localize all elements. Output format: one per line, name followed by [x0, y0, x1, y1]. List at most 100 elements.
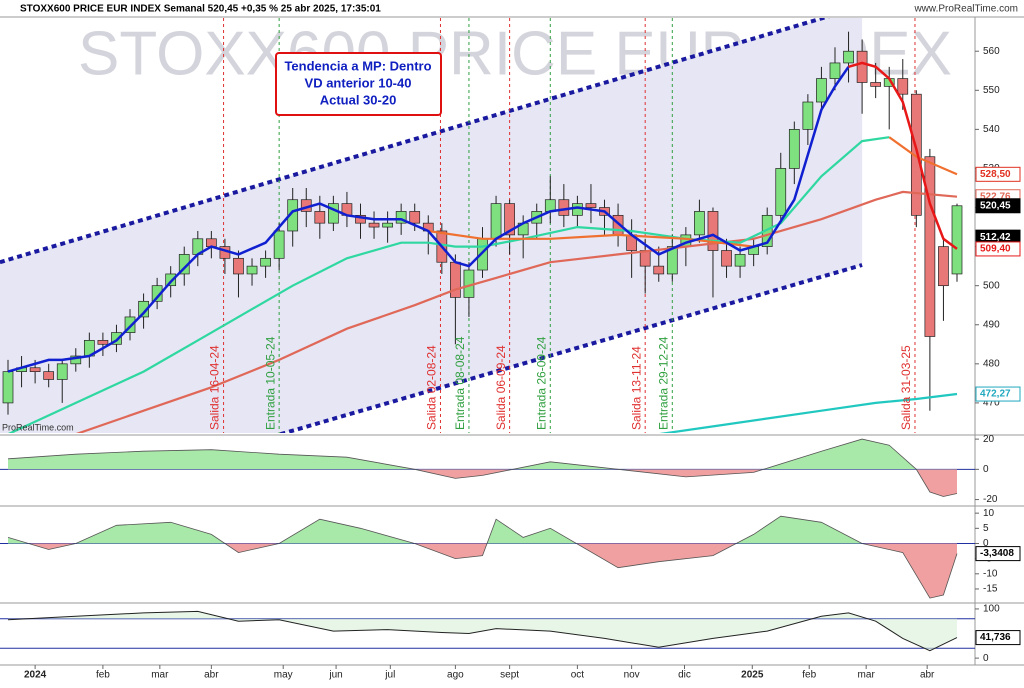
- y-tick-label: 560: [983, 46, 1000, 57]
- candle-body: [29, 367, 41, 372]
- x-tick-label: may: [274, 670, 293, 681]
- y-tick-label: 0: [983, 653, 989, 664]
- header: STOXX600 PRICE EUR INDEX Semanal 520,45 …: [20, 4, 381, 15]
- price-tag: -3,3408: [980, 548, 1014, 559]
- candle-body: [572, 203, 583, 216]
- candle-body: [111, 332, 122, 345]
- candle-body: [721, 250, 732, 267]
- area-positive: [8, 439, 917, 470]
- y-tick-label: 20: [983, 434, 995, 445]
- signal-label: Salida 16-04-24: [208, 345, 222, 430]
- y-tick-label: 480: [983, 358, 1000, 369]
- candle-body: [504, 203, 515, 236]
- candle-body: [97, 340, 109, 345]
- price-tag-box: [975, 166, 1021, 182]
- price-tag: 528,50: [980, 169, 1011, 180]
- x-tick-label: abr: [204, 670, 219, 681]
- candle-body: [56, 363, 68, 380]
- x-tick-label: dic: [678, 670, 691, 681]
- y-tick-label: 100: [983, 604, 1000, 615]
- candle-body: [829, 62, 841, 79]
- x-tick-label: oct: [571, 670, 585, 681]
- x-tick-label: nov: [624, 670, 640, 681]
- y-tick-label: -15: [983, 584, 998, 595]
- candle-body: [246, 265, 258, 275]
- x-tick-label: jun: [328, 670, 342, 681]
- candle-body: [639, 250, 651, 267]
- candle-body: [951, 205, 963, 275]
- y-tick-label: -10: [983, 568, 998, 579]
- ma-line: [659, 392, 958, 433]
- x-tick-label: mar: [858, 670, 876, 681]
- oscillator-line: [7, 610, 958, 652]
- price-tag-box: [975, 241, 1021, 257]
- candle-body: [273, 230, 285, 259]
- candle-body: [816, 78, 827, 103]
- x-tick-label: ago: [447, 670, 464, 681]
- candle-body: [2, 371, 14, 404]
- y-tick-label: 470: [983, 398, 1000, 409]
- signal-label: Entrada 29-12-24: [656, 336, 670, 430]
- signal-label: Entrada 10-05-24: [263, 336, 277, 430]
- candle-body: [328, 203, 339, 224]
- candle-body: [260, 257, 271, 267]
- y-tick-label: 0: [983, 464, 989, 475]
- x-tick-label: jul: [384, 670, 395, 681]
- signal-label: Salida 13-11-24: [629, 346, 643, 430]
- channel-line: [279, 263, 863, 433]
- area-positive: [8, 516, 957, 544]
- y-tick-label: 5: [983, 523, 989, 534]
- candle-body: [870, 82, 882, 87]
- candle-body: [355, 214, 366, 224]
- candle-body: [233, 257, 244, 275]
- candle-body: [409, 211, 421, 224]
- x-tick-label: abr: [920, 670, 935, 681]
- price-tag: 41,736: [980, 632, 1011, 643]
- price-tag: 522,76: [980, 191, 1011, 202]
- candle-body: [490, 203, 502, 240]
- ma-line: [7, 136, 890, 433]
- candle-body: [734, 254, 746, 267]
- signal-label: Salida 31-03-25: [899, 345, 913, 430]
- annotation-text: VD anterior 10-40: [305, 75, 412, 90]
- candle-body: [558, 199, 570, 216]
- oscillator-line: [7, 438, 958, 497]
- y-tick-label: 500: [983, 280, 1000, 291]
- candle-body: [802, 101, 814, 130]
- candle-body: [124, 316, 136, 333]
- y-tick-label: 540: [983, 124, 1000, 135]
- logo: ProRealTime.com: [2, 422, 74, 432]
- y-tick-label: 10: [983, 508, 995, 519]
- signal-label: Entrada 08-08-24: [453, 336, 467, 430]
- candle-body: [856, 50, 868, 83]
- candle-body: [788, 129, 800, 169]
- candle-body: [43, 371, 55, 380]
- candle-body: [395, 211, 407, 224]
- oscillator-line: [7, 515, 958, 599]
- y-tick-label: 0: [983, 538, 989, 549]
- x-tick-label: mar: [151, 670, 169, 681]
- y-tick-label: 490: [983, 319, 1000, 330]
- x-tick-label: 2025: [741, 670, 764, 681]
- annotation-text: Actual 30-20: [320, 92, 397, 107]
- candle-body: [924, 156, 936, 337]
- price-tag-box: [975, 386, 1021, 402]
- ma-line: [7, 66, 850, 373]
- x-tick-label: sept: [500, 670, 519, 681]
- area-negative: [8, 469, 957, 497]
- x-tick-label: 2024: [24, 670, 47, 681]
- candle-body: [368, 222, 380, 228]
- y-tick-label: 550: [983, 85, 1000, 96]
- ma-line: [848, 61, 958, 250]
- signal-label: Salida 02-08-24: [425, 345, 439, 430]
- candle-body: [382, 222, 393, 228]
- overlay: Salida 16-04-24 Entrada 10-05-24 Salida 02…: [0, 46, 1024, 681]
- channel-line: [0, 18, 830, 265]
- signal-label: Salida 06-09-24: [494, 345, 508, 430]
- candle-body: [938, 246, 949, 287]
- price-tag-box: [975, 198, 1021, 214]
- candle-body: [165, 273, 177, 287]
- price-tag: 509,40: [980, 244, 1011, 255]
- price-tag: 520,45: [980, 200, 1011, 211]
